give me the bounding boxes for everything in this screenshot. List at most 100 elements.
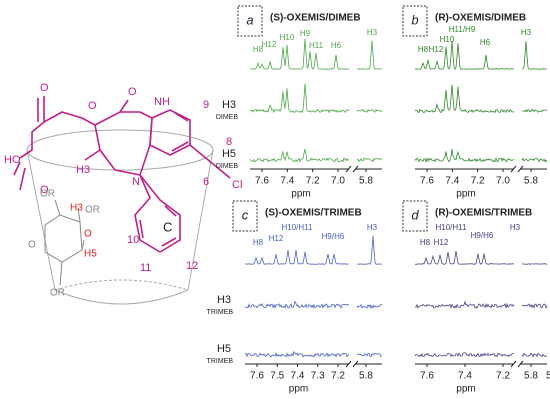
spectrum-trace <box>244 300 383 310</box>
peak-label: H8 <box>420 238 431 247</box>
tick-label: 7.6 <box>420 371 434 382</box>
peak-label: H12 <box>269 234 284 243</box>
atom-label: 12 <box>186 260 198 272</box>
tick-label: 7.5 <box>270 371 284 382</box>
atom-label: 11 <box>140 262 151 274</box>
atom-label: Cl <box>232 179 242 191</box>
atom-label: O <box>40 184 49 196</box>
atom-label: O <box>84 229 92 240</box>
tick-label: 7.0 <box>496 176 510 187</box>
row-label: H5 <box>222 148 236 160</box>
tick-label: 5.8 <box>359 176 373 187</box>
peak-label: H9/H6 <box>471 231 494 240</box>
panel-title: (R)-OXEMIS/DIMEB <box>435 13 526 24</box>
row-label: H3 <box>222 99 236 111</box>
row-sublabel: TRIMEB <box>207 358 234 365</box>
tick-label: 7.4 <box>445 176 459 187</box>
atom-label: O <box>88 100 97 112</box>
peak-label: H9 <box>300 29 311 38</box>
tick-label: 7.2 <box>496 371 510 382</box>
panel-letter: a <box>246 12 253 27</box>
peak-label: H11/H9 <box>449 25 476 34</box>
atom-label: OR <box>40 189 55 200</box>
panel-title: (S)-OXEMIS/DIMEB <box>270 13 361 24</box>
axis-title: ppm <box>291 189 310 200</box>
spectrum-trace <box>414 84 548 114</box>
atom-label: H3 <box>70 203 83 214</box>
spectrum-trace <box>250 38 383 70</box>
spectrum-trace <box>249 148 383 163</box>
panel-letter: b <box>411 12 418 27</box>
atom-label: 6 <box>203 176 209 188</box>
atom-label: C <box>163 219 172 234</box>
row-label: H3 <box>217 294 231 306</box>
cyclodextrin-cone <box>26 129 214 305</box>
atom-label: OR <box>85 205 100 216</box>
atom-label: 10 <box>127 234 139 246</box>
peak-label: H6 <box>480 38 491 47</box>
peak-label: H6 <box>331 41 342 50</box>
tick-label: 7.3 <box>311 371 325 382</box>
axis-title: ppm <box>289 384 308 395</box>
tick-label: 7.4 <box>458 371 472 382</box>
bond <box>19 149 33 159</box>
tick-label: 7.0 <box>331 176 345 187</box>
row-label: H5 <box>217 343 231 355</box>
atom-label: N <box>132 176 140 188</box>
peak-label: H10/H11 <box>282 223 314 232</box>
panel-letter: c <box>242 207 249 222</box>
peak-label: H12 <box>262 40 277 49</box>
peak-label: H12 <box>434 238 449 247</box>
spectrum-trace <box>414 300 548 310</box>
panel-letter-box <box>402 5 428 37</box>
tick-label: 7.4 <box>291 371 305 382</box>
peak-label: H11 <box>309 41 324 50</box>
atom-label: OR <box>50 288 65 299</box>
tick-label: 7.2 <box>471 176 485 187</box>
peak-label: H3 <box>521 28 532 37</box>
tick-label: 7.2 <box>331 371 345 382</box>
atom-label: H5 <box>84 249 97 260</box>
tick-label: 7.6 <box>255 176 269 187</box>
spectrum-trace <box>414 352 548 358</box>
atom-label: 8 <box>226 136 232 148</box>
axis-break <box>510 360 524 368</box>
axis-title: ppm <box>456 384 475 395</box>
peak-label: H8 <box>418 45 429 54</box>
peak-label: H8 <box>253 238 264 247</box>
peak-label: H12 <box>429 45 444 54</box>
tick-label: 7.4 <box>280 176 294 187</box>
tick-label: 5.6 <box>546 371 550 382</box>
spectrum-trace <box>414 250 548 265</box>
atom-label: HO <box>4 154 21 166</box>
panel-letter-box <box>402 200 428 232</box>
tick-label: 5.8 <box>359 371 373 382</box>
axis-break <box>345 165 359 173</box>
peak-label: H9/H6 <box>322 232 345 241</box>
spectrum-trace <box>415 40 548 70</box>
tick-label: 5.8 <box>524 371 538 382</box>
row-sublabel: DIMEB <box>216 114 239 121</box>
peak-label: H10/H11 <box>436 223 468 232</box>
spectrum-trace <box>244 235 383 265</box>
atom-label: O <box>28 240 36 251</box>
peak-label: H3 <box>367 223 378 232</box>
spectra-panel: c (S)-OXEMIS/TRIMEB H8 H12 H10/H11 H9/H6 H3 H3 T… <box>207 200 383 395</box>
spectrum-trace <box>244 350 383 358</box>
row-sublabel: TRIMEB <box>207 309 234 316</box>
row-sublabel: DIMEB <box>216 163 239 170</box>
peak-label: H8 <box>253 45 264 54</box>
panel-title: (R)-OXEMIS/TRIMEB <box>435 208 532 219</box>
tick-label: 7.2 <box>306 176 320 187</box>
atom-label: H3 <box>76 164 90 176</box>
panel-title: (S)-OXEMIS/TRIMEB <box>265 208 362 219</box>
atom-label: 9 <box>203 99 209 111</box>
axis-break <box>345 360 359 368</box>
tick-label: 7.6 <box>420 176 434 187</box>
